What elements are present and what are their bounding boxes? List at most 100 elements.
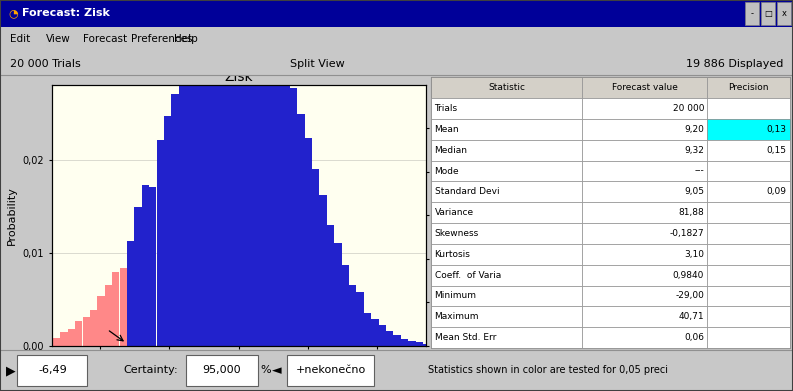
Bar <box>164 116 171 346</box>
Text: 81,88: 81,88 <box>679 208 704 217</box>
Bar <box>75 321 82 346</box>
Text: Statistics shown in color are tested for 0,05 preci: Statistics shown in color are tested for… <box>428 366 668 375</box>
Text: □: □ <box>764 9 772 18</box>
Title: Zisk: Zisk <box>224 70 253 84</box>
Y-axis label: Probability: Probability <box>6 186 17 245</box>
Bar <box>98 296 105 346</box>
Bar <box>386 331 393 346</box>
Bar <box>68 329 75 346</box>
Bar <box>327 225 334 346</box>
Bar <box>253 0 260 346</box>
Text: Mean: Mean <box>435 125 459 134</box>
Text: ▶: ▶ <box>6 364 15 377</box>
Bar <box>342 265 349 346</box>
Text: 3,10: 3,10 <box>684 250 704 259</box>
Bar <box>113 272 120 346</box>
Text: 40,71: 40,71 <box>679 312 704 321</box>
Text: -0,1827: -0,1827 <box>669 229 704 238</box>
Bar <box>393 335 400 346</box>
Text: -6,49: -6,49 <box>38 366 67 375</box>
Bar <box>38 335 45 346</box>
Bar <box>171 93 178 346</box>
Text: Help: Help <box>174 34 198 44</box>
Text: Median: Median <box>435 146 468 155</box>
Bar <box>431 345 438 346</box>
Bar <box>416 342 423 346</box>
Text: Certainty:: Certainty: <box>123 366 178 375</box>
Text: Standard Devi: Standard Devi <box>435 187 499 196</box>
Bar <box>312 169 320 346</box>
Text: 20 000 Trials: 20 000 Trials <box>10 59 80 69</box>
Bar <box>157 140 164 346</box>
Bar <box>446 344 453 346</box>
Text: Trials: Trials <box>435 104 458 113</box>
Text: 0,06: 0,06 <box>684 333 704 342</box>
Bar <box>401 339 408 346</box>
Text: ---: --- <box>695 167 704 176</box>
Bar <box>186 27 193 346</box>
Bar <box>268 13 275 346</box>
Text: Forecast value: Forecast value <box>611 83 677 92</box>
Bar <box>179 38 186 346</box>
Text: Preferences: Preferences <box>131 34 193 44</box>
Text: 9,20: 9,20 <box>684 125 704 134</box>
X-axis label: mil. Kč: mil. Kč <box>220 369 258 379</box>
Text: Mode: Mode <box>435 167 459 176</box>
Text: 19 886 Displayed: 19 886 Displayed <box>686 59 783 69</box>
Text: Kurtosis: Kurtosis <box>435 250 470 259</box>
Text: Variance: Variance <box>435 208 473 217</box>
Bar <box>60 332 67 346</box>
Bar <box>231 0 238 346</box>
Text: ◔: ◔ <box>8 8 17 18</box>
Bar <box>305 138 312 346</box>
Text: Precision: Precision <box>728 83 769 92</box>
Text: 9,05: 9,05 <box>684 187 704 196</box>
Bar <box>260 0 267 346</box>
Text: View: View <box>46 34 71 44</box>
Y-axis label: Frequency: Frequency <box>453 187 463 245</box>
Bar <box>31 339 38 346</box>
Text: 20 000: 20 000 <box>672 104 704 113</box>
Text: -: - <box>751 9 753 18</box>
Bar <box>53 338 60 346</box>
Text: Forecast: Zisk: Forecast: Zisk <box>22 8 110 18</box>
Text: 0,15: 0,15 <box>767 146 787 155</box>
Bar <box>209 0 216 346</box>
Text: Split View: Split View <box>289 59 345 69</box>
Text: Coeff.  of Varia: Coeff. of Varia <box>435 271 501 280</box>
Bar <box>201 2 209 346</box>
Bar <box>320 195 327 346</box>
Text: Maximum: Maximum <box>435 312 479 321</box>
Text: Minimum: Minimum <box>435 291 477 300</box>
Bar <box>282 52 289 346</box>
Bar <box>423 344 431 346</box>
Bar <box>135 207 142 346</box>
Text: %: % <box>260 366 270 375</box>
Bar <box>224 0 231 346</box>
Text: 0,9840: 0,9840 <box>672 271 704 280</box>
Text: Edit: Edit <box>10 34 30 44</box>
Bar <box>379 325 386 346</box>
Bar <box>357 292 364 346</box>
Text: 9,32: 9,32 <box>684 146 704 155</box>
Text: Statistic: Statistic <box>488 83 525 92</box>
Bar <box>46 338 53 346</box>
Text: Skewness: Skewness <box>435 229 479 238</box>
Bar <box>142 185 149 346</box>
Bar <box>193 0 201 346</box>
Bar <box>335 243 342 346</box>
Bar <box>82 317 90 346</box>
Bar <box>149 187 156 346</box>
Bar <box>105 285 112 346</box>
Bar <box>238 0 245 346</box>
Text: 0,13: 0,13 <box>767 125 787 134</box>
Bar <box>246 0 253 346</box>
Bar <box>371 319 378 346</box>
Bar <box>127 241 134 346</box>
Bar <box>290 88 297 346</box>
Text: x: x <box>781 9 787 18</box>
Text: 95,000: 95,000 <box>203 366 241 375</box>
Text: 0,09: 0,09 <box>767 187 787 196</box>
Bar <box>408 341 416 346</box>
Text: Mean Std. Err: Mean Std. Err <box>435 333 496 342</box>
